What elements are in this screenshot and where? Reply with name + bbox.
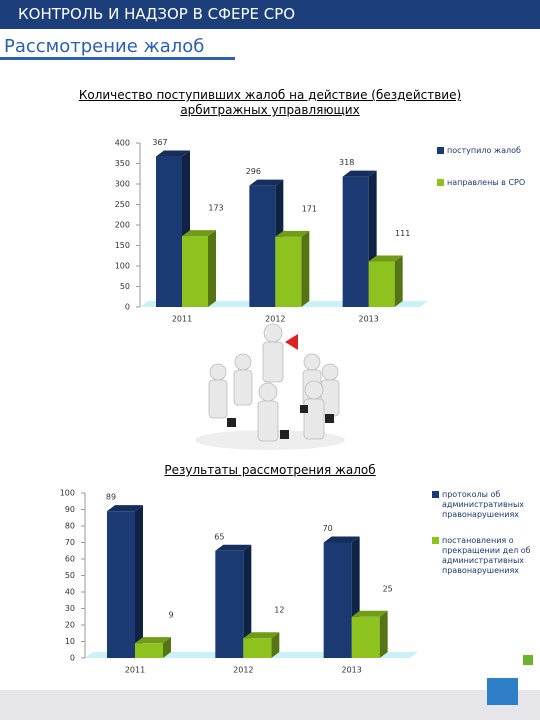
value-label: 318 (339, 158, 354, 167)
bar-front (182, 236, 208, 307)
y-tick-label: 30 (65, 604, 75, 613)
y-tick-label: 20 (65, 621, 75, 630)
bar-top (249, 179, 284, 186)
legend-label: протоколы об административных правонаруш… (442, 490, 524, 519)
legend-swatch (437, 179, 444, 186)
bar-front (243, 638, 272, 658)
bar-top (135, 637, 171, 644)
bar-front (215, 550, 244, 658)
bar (182, 230, 216, 307)
y-tick-label: 70 (65, 538, 75, 547)
footer-square (487, 678, 518, 705)
bar-top (323, 536, 360, 543)
bar-side (208, 230, 216, 307)
y-tick-label: 40 (65, 588, 75, 597)
y-tick-label: 400 (115, 139, 130, 148)
y-tick-label: 50 (65, 571, 75, 580)
bar-front (368, 261, 395, 307)
x-tick-label: 2013 (341, 666, 361, 675)
y-tick-label: 50 (120, 282, 130, 291)
bar-top (342, 170, 377, 177)
legend-label: постановления о прекращении дел об админ… (442, 536, 531, 575)
bar-top (156, 150, 190, 157)
bar-top (182, 230, 216, 237)
bar-side (379, 610, 388, 658)
value-label: 367 (152, 138, 167, 147)
y-tick-label: 100 (115, 262, 130, 271)
bar (135, 637, 171, 658)
header-title: КОНТРОЛЬ И НАДЗОР В СФЕРЕ СРО (0, 0, 540, 29)
value-label: 171 (302, 204, 317, 213)
y-tick-label: 250 (115, 200, 130, 209)
legend-swatch (432, 491, 439, 498)
x-tick-label: 2012 (233, 666, 253, 675)
bar (275, 230, 310, 307)
value-label: 65 (214, 532, 224, 541)
bar (215, 544, 252, 658)
y-tick-label: 350 (115, 159, 130, 168)
bar-side (271, 632, 280, 658)
subtitle-underline (0, 57, 235, 60)
legend-swatch (432, 537, 439, 544)
bar-side (301, 230, 310, 307)
y-tick-label: 0 (125, 303, 130, 312)
bar-side (394, 255, 403, 307)
footer-bar (0, 690, 540, 720)
value-label: 173 (208, 204, 223, 213)
value-label: 70 (323, 524, 333, 533)
bar-top (215, 544, 252, 551)
bar-front (156, 156, 182, 307)
x-tick-label: 2011 (172, 315, 192, 324)
y-tick-label: 80 (65, 522, 75, 531)
bar (107, 505, 143, 658)
bar-side (243, 544, 252, 658)
y-tick-label: 0 (70, 654, 75, 663)
chart-title: Результаты рассмотрения жалоб (164, 463, 376, 477)
legend-label: направлены в СРО (447, 178, 526, 187)
bar-front (249, 185, 276, 307)
bar-front (107, 511, 135, 658)
bar-front (135, 643, 163, 658)
value-label: 25 (383, 584, 393, 593)
y-tick-label: 100 (60, 489, 75, 498)
x-tick-label: 2013 (358, 315, 378, 324)
bar-front (342, 176, 369, 307)
bar-front (323, 542, 352, 658)
bar-side (135, 505, 143, 658)
value-label: 111 (395, 229, 410, 238)
y-tick-label: 60 (65, 555, 75, 564)
footer-small-square (523, 655, 533, 665)
bar (156, 150, 190, 307)
value-label: 296 (246, 167, 261, 176)
bar (351, 610, 388, 658)
bar-top (275, 230, 310, 237)
y-tick-label: 200 (115, 221, 130, 230)
bar-top (351, 610, 388, 617)
bar-top (368, 255, 403, 262)
people-illustration (195, 323, 345, 450)
bar-front (275, 236, 302, 307)
bar (368, 255, 403, 307)
bar (243, 632, 280, 658)
legend-swatch (437, 147, 444, 154)
bar-side (163, 637, 171, 658)
bar-top (243, 632, 280, 639)
y-tick-label: 150 (115, 241, 130, 250)
y-tick-label: 10 (65, 637, 75, 646)
x-tick-label: 2011 (125, 666, 145, 675)
value-label: 12 (274, 606, 284, 615)
y-tick-label: 300 (115, 180, 130, 189)
value-label: 89 (106, 493, 116, 502)
subtitle: Рассмотрение жалоб (4, 36, 205, 57)
bar-top (107, 505, 143, 512)
bar-front (351, 616, 380, 658)
value-label: 9 (168, 611, 173, 620)
x-tick-label: 2012 (265, 315, 285, 324)
legend-label: поступило жалоб (447, 146, 521, 155)
y-tick-label: 90 (65, 505, 75, 514)
chart-title: Количество поступивших жалоб на действие… (78, 88, 462, 117)
